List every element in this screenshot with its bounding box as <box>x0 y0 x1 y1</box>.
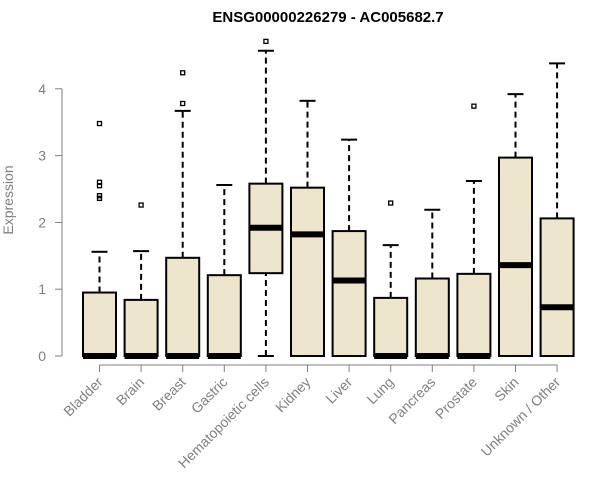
box-group <box>498 93 533 357</box>
outlier-point <box>388 200 394 206</box>
outlier-point <box>180 70 186 76</box>
y-tick-label: 4 <box>38 81 46 97</box>
outlier-point <box>96 120 103 127</box>
box-group <box>290 99 325 357</box>
x-tick-label: Liver <box>322 374 355 407</box>
outlier-point <box>96 195 103 202</box>
box-group <box>331 138 367 357</box>
x-tick-label: Breast <box>149 374 189 414</box>
box-body <box>82 291 117 358</box>
outlier-point <box>263 38 269 45</box>
box-body <box>123 298 159 357</box>
outlier-point <box>96 193 103 199</box>
outlier-point <box>471 103 477 109</box>
boxes <box>82 38 575 359</box>
box-body <box>290 186 325 357</box>
box-body <box>165 256 201 357</box>
box-body <box>206 274 242 357</box>
chart-title: ENSG00000226279 - AC005682.7 <box>212 9 443 26</box>
box-group <box>248 38 284 357</box>
box-body <box>331 230 367 357</box>
x-tick-label: Unknown / Other <box>478 374 564 460</box>
box-group <box>539 62 575 357</box>
box-group <box>456 103 492 359</box>
box-group <box>82 120 117 359</box>
box-body <box>373 296 409 358</box>
outlier-point <box>96 183 103 189</box>
x-tick-label: Brain <box>113 374 147 408</box>
box-body <box>414 277 450 357</box>
outlier-point <box>96 179 103 185</box>
x-tick-label: Bladder <box>60 374 106 420</box>
box-body <box>456 272 492 357</box>
y-tick-label: 2 <box>38 214 46 230</box>
box-group <box>373 200 409 359</box>
outlier-point <box>138 202 144 208</box>
box-group <box>165 70 201 359</box>
box-body <box>539 217 575 357</box>
y-tick-label: 3 <box>38 148 46 164</box>
y-axis-label: Expression <box>0 165 16 234</box>
y-tick-label: 0 <box>38 348 46 364</box>
x-tick-label: Prostate <box>432 374 480 422</box>
box-group <box>123 202 159 359</box>
y-axis: 0 1 2 3 4 <box>38 81 63 364</box>
x-tick-label: Kidney <box>272 374 314 416</box>
box-group <box>414 208 450 359</box>
y-tick-label: 1 <box>38 281 46 297</box>
outlier-point <box>180 100 186 107</box>
box-group <box>206 183 242 359</box>
x-tick-label: Lung <box>363 374 396 407</box>
x-tick-label: Skin <box>491 374 522 405</box>
box-body <box>498 156 533 357</box>
